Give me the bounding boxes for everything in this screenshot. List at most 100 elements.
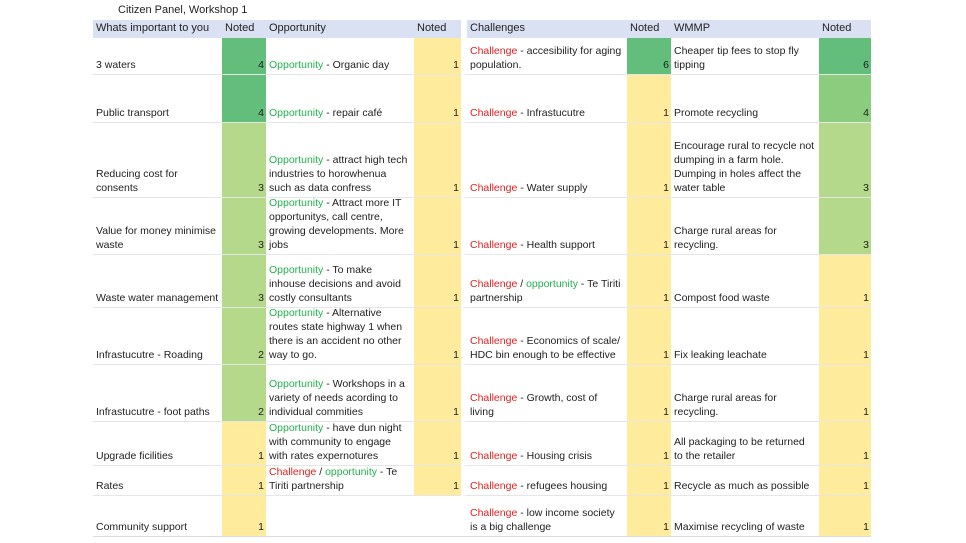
important-cell[interactable]: Public transport [93, 75, 222, 123]
noted-cell[interactable]: 1 [414, 198, 461, 255]
opportunity-cell[interactable]: Opportunity - Workshops in a variety of … [266, 365, 414, 422]
challenge-tag: Challenge [269, 466, 317, 478]
header-opportunity[interactable]: Opportunity [266, 20, 414, 38]
challenge-cell[interactable]: Challenge - Economics of scale/ HDC bin … [461, 308, 627, 365]
noted-cell[interactable]: 1 [414, 255, 461, 308]
challenge-tag: Challenge [470, 507, 518, 519]
challenge-cell[interactable]: Challenge - low income society is a big … [461, 496, 627, 537]
noted-cell[interactable]: 3 [819, 123, 871, 198]
noted-cell[interactable]: 4 [819, 75, 871, 123]
noted-cell[interactable]: 1 [627, 496, 671, 537]
important-cell[interactable]: Upgrade ficilities [93, 422, 222, 466]
noted-cell[interactable]: 3 [222, 198, 266, 255]
noted-cell[interactable]: 4 [222, 38, 266, 75]
noted-cell[interactable]: 1 [414, 422, 461, 466]
opportunity-cell[interactable]: Opportunity - To make inhouse decisions … [266, 255, 414, 308]
challenge-cell[interactable]: Challenge - Growth, cost of living [461, 365, 627, 422]
noted-cell[interactable]: 1 [819, 496, 871, 537]
opportunity-cell-empty[interactable] [266, 496, 414, 537]
noted-cell[interactable]: 2 [222, 365, 266, 422]
opportunity-cell[interactable]: Opportunity - have dun night with commun… [266, 422, 414, 466]
challenge-tag: Challenge [470, 392, 518, 404]
noted-cell[interactable]: 1 [627, 422, 671, 466]
wmmp-cell[interactable]: Charge rural areas for recycling. [671, 365, 819, 422]
opportunity-cell[interactable]: Opportunity - repair café [266, 75, 414, 123]
challenge-cell[interactable]: Challenge - Water supply [461, 123, 627, 198]
noted-cell[interactable]: 1 [222, 422, 266, 466]
opportunity-text: - Alternative routes state highway 1 whe… [269, 308, 403, 361]
noted-cell[interactable]: 1 [819, 308, 871, 365]
important-cell[interactable]: Rates [93, 466, 222, 496]
noted-cell[interactable]: 1 [627, 123, 671, 198]
wmmp-cell[interactable]: Cheaper tip fees to stop fly tipping [671, 38, 819, 75]
noted-cell[interactable]: 1 [414, 365, 461, 422]
noted-cell[interactable]: 1 [627, 75, 671, 123]
header-noted-2[interactable]: Noted [414, 20, 461, 38]
wmmp-cell[interactable]: Recycle as much as possible [671, 466, 819, 496]
wmmp-cell[interactable]: Promote recycling [671, 75, 819, 123]
noted-cell[interactable]: 1 [627, 308, 671, 365]
important-cell[interactable]: Community support [93, 496, 222, 537]
noted-cell[interactable]: 1 [819, 365, 871, 422]
wmmp-cell[interactable]: All packaging to be returned to the reta… [671, 422, 819, 466]
important-cell[interactable]: 3 waters [93, 38, 222, 75]
header-noted-3[interactable]: Noted [627, 20, 671, 38]
wmmp-cell[interactable]: Charge rural areas for recycling. [671, 198, 819, 255]
noted-cell[interactable]: 6 [819, 38, 871, 75]
opportunity-cell[interactable]: Challenge / opportunity - Te Tiriti part… [266, 466, 414, 496]
wmmp-cell[interactable]: Encourage rural to recycle not dumping i… [671, 123, 819, 198]
noted-cell[interactable]: 1 [627, 255, 671, 308]
opportunity-text: - attract high tech industries to horowh… [269, 154, 408, 194]
noted-cell[interactable]: 2 [222, 308, 266, 365]
wmmp-cell[interactable]: Compost food waste [671, 255, 819, 308]
noted-cell[interactable]: 1 [222, 496, 266, 537]
noted-cell[interactable]: 1 [819, 466, 871, 496]
challenge-text: - Housing crisis [517, 450, 592, 462]
challenge-cell[interactable]: Challenge - accesibility for aging popul… [461, 38, 627, 75]
noted-cell[interactable]: 3 [222, 123, 266, 198]
opportunity-tag: Opportunity [269, 378, 324, 390]
challenge-text: - Economics of scale/ HDC bin enough to … [470, 335, 620, 361]
challenge-cell[interactable]: Challenge - Infrastucutre [461, 75, 627, 123]
challenge-tag: Challenge [470, 278, 518, 290]
important-cell[interactable]: Waste water management [93, 255, 222, 308]
noted-cell[interactable]: 3 [819, 198, 871, 255]
opportunity-cell[interactable]: Opportunity - Attract more IT opportunit… [266, 198, 414, 255]
noted-cell[interactable]: 1 [414, 123, 461, 198]
challenge-cell[interactable]: Challenge - Health support [461, 198, 627, 255]
challenge-cell[interactable]: Challenge - refugees housing [461, 466, 627, 496]
noted-cell[interactable]: 1 [414, 75, 461, 123]
noted-cell-empty[interactable] [414, 496, 461, 537]
challenge-cell[interactable]: Challenge - Housing crisis [461, 422, 627, 466]
noted-cell[interactable]: 1 [819, 255, 871, 308]
opportunity-cell[interactable]: Opportunity - Alternative routes state h… [266, 308, 414, 365]
important-cell[interactable]: Infrastucutre - foot paths [93, 365, 222, 422]
header-important[interactable]: Whats important to you [93, 20, 222, 38]
header-challenges[interactable]: Challenges [461, 20, 627, 38]
opportunity-cell[interactable]: Opportunity - Organic day [266, 38, 414, 75]
challenge-tag: Challenge [470, 450, 518, 462]
noted-cell[interactable]: 4 [222, 75, 266, 123]
noted-cell[interactable]: 1 [414, 466, 461, 496]
noted-cell[interactable]: 1 [627, 365, 671, 422]
challenge-cell[interactable]: Challenge / opportunity - Te Tiriti part… [461, 255, 627, 308]
challenge-text: - refugees housing [517, 480, 608, 492]
noted-cell[interactable]: 1 [627, 466, 671, 496]
noted-cell[interactable]: 3 [222, 255, 266, 308]
noted-cell[interactable]: 1 [414, 38, 461, 75]
wmmp-cell[interactable]: Fix leaking leachate [671, 308, 819, 365]
challenge-text: - Infrastucutre [517, 107, 585, 119]
wmmp-cell[interactable]: Maximise recycling of waste [671, 496, 819, 537]
opportunity-cell[interactable]: Opportunity - attract high tech industri… [266, 123, 414, 198]
noted-cell[interactable]: 1 [627, 198, 671, 255]
noted-cell[interactable]: 1 [222, 466, 266, 496]
header-noted-1[interactable]: Noted [222, 20, 266, 38]
header-wmmp[interactable]: WMMP [671, 20, 819, 38]
important-cell[interactable]: Reducing cost for consents [93, 123, 222, 198]
noted-cell[interactable]: 1 [819, 422, 871, 466]
noted-cell[interactable]: 1 [414, 308, 461, 365]
noted-cell[interactable]: 6 [627, 38, 671, 75]
header-noted-4[interactable]: Noted [819, 20, 871, 38]
important-cell[interactable]: Value for money minimise waste [93, 198, 222, 255]
important-cell[interactable]: Infrastucutre - Roading [93, 308, 222, 365]
